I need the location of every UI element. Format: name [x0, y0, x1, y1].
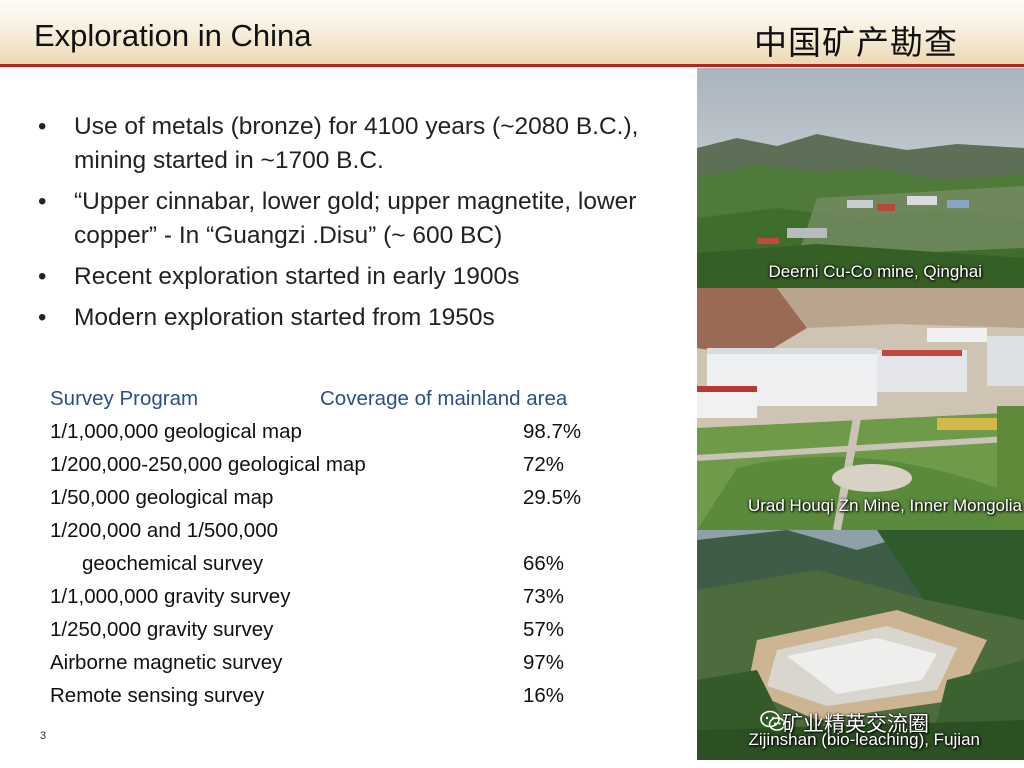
photo-urad-mine: Urad Houqi Zn Mine, Inner Mongolia [697, 288, 1024, 530]
table-row: 1/200,000-250,000 geological map 72% [50, 450, 650, 483]
slide-title-chinese: 中国矿产勘查 [754, 24, 958, 61]
photo-deerni-mine: Deerni Cu-Co mine, Qinghai [697, 68, 1024, 288]
table-header-row: Survey Program Coverage of mainland area [50, 384, 650, 417]
page-number: 3 [40, 730, 47, 742]
bullet-text: “Upper cinnabar, lower gold; upper magne… [74, 188, 637, 249]
bullet-list: • Use of metals (bronze) for 4100 years (… [36, 110, 676, 342]
program-cell: Airborne magnetic survey [50, 651, 283, 674]
photo-caption: Urad Houqi Zn Mine, Inner Mongolia [747, 496, 1022, 515]
bullet-dot-icon: • [38, 263, 47, 290]
bullet-dot-icon: • [38, 113, 47, 140]
program-cell: Remote sensing survey [50, 684, 265, 707]
photo-zijinshan-mine: Zijinshan (bio-leaching), Fujian [697, 530, 1024, 760]
program-cell: 1/50,000 geological map [50, 486, 274, 509]
slide-header [0, 0, 1024, 64]
mountain-mine-image [697, 68, 1024, 288]
table-row: geochemical survey 66% [50, 549, 650, 582]
table-row: 1/50,000 geological map 29.5% [50, 483, 650, 516]
coverage-cell: 97% [523, 651, 565, 674]
survey-table: Survey Program Coverage of mainland area… [50, 384, 650, 714]
coverage-cell: 72% [523, 453, 565, 476]
bullet-item: • “Upper cinnabar, lower gold; upper mag… [36, 185, 676, 253]
program-cell: 1/1,000,000 gravity survey [50, 585, 291, 608]
bullet-item: • Recent exploration started in early 190… [36, 260, 676, 294]
watermark-text: 矿业精英交流圈 [782, 713, 929, 736]
coverage-cell: 73% [523, 585, 565, 608]
table-row: 1/200,000 and 1/500,000 [50, 516, 650, 549]
header-survey-program: Survey Program [50, 387, 199, 410]
photo-caption: Deerni Cu-Co mine, Qinghai [768, 262, 982, 281]
coverage-cell: 16% [523, 684, 565, 707]
bullet-item: • Modern exploration started from 1950s [36, 301, 676, 335]
program-cell: 1/200,000 and 1/500,000 [50, 519, 278, 542]
header-coverage: Coverage of mainland area [320, 387, 568, 410]
bullet-dot-icon: • [38, 304, 47, 331]
coverage-cell: 66% [523, 552, 565, 575]
table-row: 1/250,000 gravity survey 57% [50, 615, 650, 648]
open-pit-mine-image [697, 530, 1024, 760]
program-cell: geochemical survey [82, 552, 264, 575]
program-cell: 1/200,000-250,000 geological map [50, 453, 366, 476]
table-row: 1/1,000,000 gravity survey 73% [50, 582, 650, 615]
program-cell: 1/250,000 gravity survey [50, 618, 274, 641]
coverage-cell: 98.7% [523, 420, 582, 443]
slide-title: Exploration in China [34, 18, 312, 53]
bullet-item: • Use of metals (bronze) for 4100 years (… [36, 110, 676, 178]
coverage-cell: 57% [523, 618, 565, 641]
bullet-text: Use of metals (bronze) for 4100 years (~… [74, 113, 639, 174]
bullet-dot-icon: • [38, 188, 47, 215]
photo-caption: Zijinshan (bio-leaching), Fujian [748, 730, 980, 749]
table-row: 1/1,000,000 geological map 98.7% [50, 417, 650, 450]
table-row: Airborne magnetic survey 97% [50, 648, 650, 681]
bullet-text: Recent exploration started in early 1900… [74, 263, 520, 290]
table-row: Remote sensing survey 16% [50, 681, 650, 714]
header-divider [0, 64, 1024, 67]
wechat-icon [760, 710, 786, 731]
program-cell: 1/1,000,000 geological map [50, 420, 302, 443]
coverage-cell: 29.5% [523, 486, 582, 509]
buildings-plaza-image [697, 288, 1024, 530]
bullet-text: Modern exploration started from 1950s [74, 304, 495, 331]
